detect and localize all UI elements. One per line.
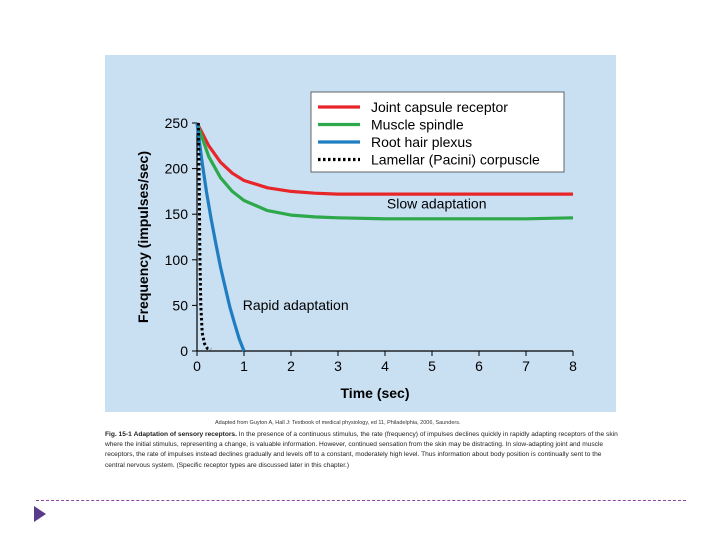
y-tick-label: 100 (165, 252, 189, 268)
series-lines (195, 122, 574, 352)
annotations: Slow adaptation Rapid adaptation (243, 196, 487, 313)
y-tick-label: 150 (165, 206, 189, 222)
caption-bold-text: Adaptation of sensory receptors. (133, 431, 237, 438)
x-tick-label: 4 (381, 358, 389, 374)
legend: Joint capsule receptor Muscle spindleRoot… (310, 91, 565, 173)
legend-label: Lamellar (Pacini) corpuscle (371, 152, 540, 168)
x-tick-label: 2 (287, 358, 295, 374)
series-line (195, 122, 574, 221)
caption-body: In the presence of a continuous stimulus… (105, 431, 618, 469)
series-line (195, 122, 573, 196)
legend-label: Joint capsule receptor (371, 99, 508, 115)
legend-label: Root hair plexus (371, 134, 472, 150)
series-line (195, 122, 246, 352)
triangle-bullet-icon (34, 506, 46, 522)
x-tick-label: 7 (522, 358, 530, 374)
adaptation-chart: 0 1 2 3 4 5 6 7 8 0 50 100 150 200 250 Slow adaptatio… (135, 91, 577, 401)
slide-divider (36, 500, 686, 501)
y-ticks: 0 50 100 150 200 250 (165, 115, 197, 359)
y-tick-label: 200 (165, 161, 189, 177)
annotation-label: Rapid adaptation (243, 297, 349, 313)
figure-caption: Fig. 15-1 Adaptation of sensory receptor… (105, 430, 620, 471)
x-axis-label: Time (sec) (341, 385, 410, 401)
y-axis-label: Frequency (impulses/sec) (135, 151, 151, 323)
x-tick-label: 5 (428, 358, 436, 374)
y-tick-label: 250 (165, 115, 189, 131)
figure-panel: 0 1 2 3 4 5 6 7 8 0 50 100 150 200 250 Slow adaptatio… (105, 55, 616, 412)
figure-credit: Adapted from Guyton A, Hall J: Textbook … (215, 420, 461, 426)
x-ticks: 0 1 2 3 4 5 6 7 8 (193, 351, 577, 374)
legend-label: Muscle spindle (371, 117, 464, 133)
y-tick-label: 50 (172, 297, 188, 313)
y-tick-label: 0 (180, 343, 188, 359)
annotation-label: Slow adaptation (387, 196, 487, 212)
x-tick-label: 6 (475, 358, 483, 374)
caption-figure-label: Fig. 15-1 (105, 431, 132, 438)
x-tick-label: 3 (334, 358, 342, 374)
series-line (196, 122, 212, 351)
x-tick-label: 0 (193, 358, 201, 374)
x-tick-label: 8 (569, 358, 577, 374)
x-tick-label: 1 (240, 358, 248, 374)
